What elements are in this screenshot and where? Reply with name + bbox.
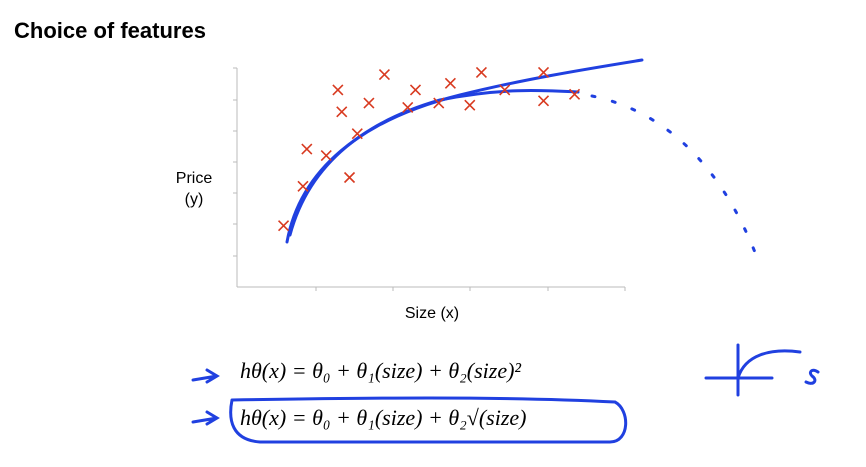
y-label: (y) [185, 191, 204, 208]
hand-annotations [191, 58, 820, 444]
data-point [537, 66, 550, 78]
data-point [433, 97, 445, 109]
fitted-curve [288, 89, 580, 237]
data-point [301, 143, 313, 155]
axes [233, 67, 626, 291]
data-point [351, 128, 363, 140]
data-point [378, 69, 391, 81]
y-label: Price [176, 170, 213, 187]
slide-title: Choice of features [14, 18, 206, 43]
formula: hθ(x) = θ₀ + θ₁(size) + θ₂(size)² [240, 358, 521, 383]
x-label: Size (x) [405, 305, 459, 322]
tick-marks [233, 67, 626, 291]
data-point [537, 95, 550, 107]
extrapolation [590, 94, 760, 262]
data-point [332, 84, 344, 96]
data-point [336, 106, 348, 118]
data-point [444, 77, 456, 89]
data-point [320, 150, 332, 162]
data-point [409, 84, 422, 96]
data-point [363, 97, 375, 109]
data-point [343, 171, 356, 184]
data-point [277, 220, 290, 232]
data-point [402, 101, 414, 113]
sketch [704, 343, 820, 397]
data-point [568, 88, 581, 100]
data-point [464, 99, 476, 111]
formula: hθ(x) = θ₀ + θ₁(size) + θ₂√(size) [240, 405, 527, 430]
data-point [297, 180, 309, 192]
data-point [499, 84, 511, 96]
arrow [191, 368, 220, 426]
highlight-box [229, 396, 628, 444]
data-point [475, 66, 488, 78]
